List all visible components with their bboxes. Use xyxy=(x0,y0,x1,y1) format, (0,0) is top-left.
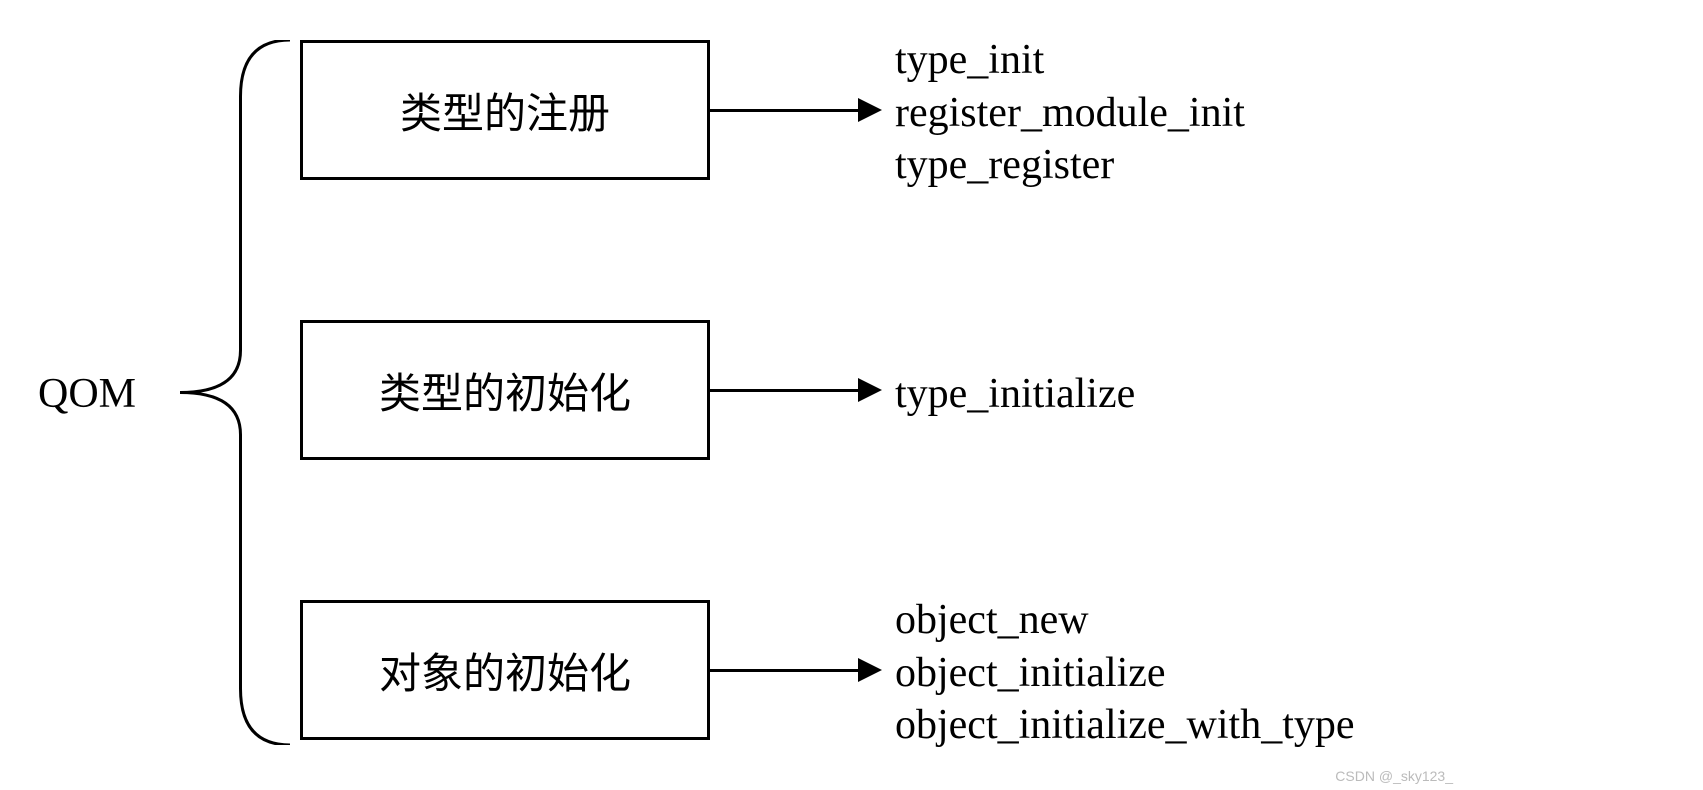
detail-item: object_initialize_with_type xyxy=(895,699,1355,752)
node-label: 类型的注册 xyxy=(400,80,610,141)
brace-icon xyxy=(180,40,290,745)
detail-item: type_initialize xyxy=(895,368,1135,421)
node-label: 对象的初始化 xyxy=(379,640,631,701)
arrow-line xyxy=(710,109,860,112)
detail-item: type_init xyxy=(895,34,1245,87)
watermark-text: CSDN @_sky123_ xyxy=(1335,768,1453,784)
detail-item: type_register xyxy=(895,139,1245,192)
arrow-line xyxy=(710,669,860,672)
arrow-head-icon xyxy=(858,98,882,122)
root-label: QOM xyxy=(38,370,136,418)
node-label: 类型的初始化 xyxy=(379,360,631,421)
detail-list-object-init: object_newobject_initializeobject_initia… xyxy=(895,594,1355,752)
arrow-line xyxy=(710,389,860,392)
detail-item: object_initialize xyxy=(895,647,1355,700)
detail-item: register_module_init xyxy=(895,87,1245,140)
node-box-register: 类型的注册 xyxy=(300,40,710,180)
node-box-type-init: 类型的初始化 xyxy=(300,320,710,460)
detail-item: object_new xyxy=(895,594,1355,647)
detail-list-register: type_initregister_module_inittype_regist… xyxy=(895,34,1245,192)
arrow-head-icon xyxy=(858,378,882,402)
detail-list-type-init: type_initialize xyxy=(895,368,1135,421)
arrow-head-icon xyxy=(858,658,882,682)
node-box-object-init: 对象的初始化 xyxy=(300,600,710,740)
